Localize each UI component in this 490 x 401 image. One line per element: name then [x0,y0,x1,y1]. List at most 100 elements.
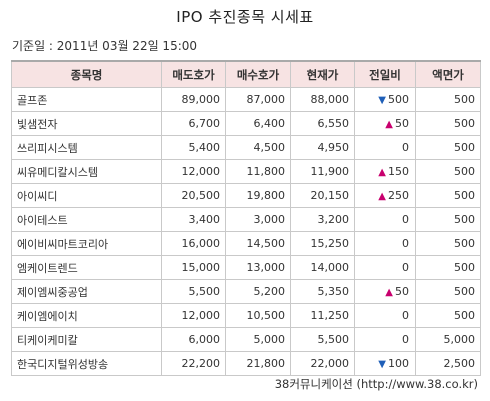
price-change: ▲ 150 [354,159,416,184]
table-row: 아이테스트 3,400 3,000 3,200 0 500 [11,207,481,232]
current-price: 15,250 [290,231,355,256]
quote-table: 종목명 매도호가 매수호가 현재가 전일비 액면가 골프존 89,000 87,00… [11,60,481,376]
bid-price: 13,000 [225,255,291,280]
price-change: ▼ 500 [354,87,416,112]
par-value: 500 [415,159,481,184]
change-value: 150 [388,165,409,178]
current-price: 14,000 [290,255,355,280]
bid-price: 6,400 [225,111,291,136]
up-triangle-icon: ▲ [378,191,386,202]
change-value: 0 [402,237,409,250]
ask-price: 6,700 [161,111,226,136]
col-header-change: 전일비 [354,60,416,88]
bid-price: 4,500 [225,135,291,160]
table-row: 엠케이트렌드 15,000 13,000 14,000 0 500 [11,255,481,280]
current-price: 22,000 [290,351,355,376]
stock-name: 티케이케미칼 [11,327,162,352]
table-row: 케이엠에이치 12,000 10,500 11,250 0 500 [11,303,481,328]
change-value: 0 [402,213,409,226]
stock-name: 골프존 [11,87,162,112]
down-triangle-icon: ▼ [378,359,386,370]
par-value: 5,000 [415,327,481,352]
ask-price: 6,000 [161,327,226,352]
par-value: 500 [415,255,481,280]
change-value: 100 [388,357,409,370]
ask-price: 5,400 [161,135,226,160]
base-date: 기준일 : 2011년 03월 22일 15:00 [12,39,198,53]
stock-name: 엠케이트렌드 [11,255,162,280]
price-change: ▲ 50 [354,111,416,136]
price-change: ▼ 100 [354,351,416,376]
ask-price: 12,000 [161,159,226,184]
change-value: 0 [402,333,409,346]
bid-price: 14,500 [225,231,291,256]
change-value: 500 [388,93,409,106]
price-change: 0 [354,255,416,280]
bid-price: 11,800 [225,159,291,184]
up-triangle-icon: ▲ [385,287,393,298]
bid-price: 5,000 [225,327,291,352]
table-row: 쓰리피시스템 5,400 4,500 4,950 0 500 [11,135,481,160]
current-price: 88,000 [290,87,355,112]
par-value: 500 [415,207,481,232]
up-triangle-icon: ▲ [378,167,386,178]
table-row: 제이엠씨중공업 5,500 5,200 5,350 ▲ 50 500 [11,279,481,304]
table-row: 골프존 89,000 87,000 88,000 ▼ 500 500 [11,87,481,112]
table-row: 에이비씨마트코리아 16,000 14,500 15,250 0 500 [11,231,481,256]
stock-name: 제이엠씨중공업 [11,279,162,304]
ask-price: 16,000 [161,231,226,256]
current-price: 4,950 [290,135,355,160]
table-row: 한국디지털위성방송 22,200 21,800 22,000 ▼ 100 2,500 [11,351,481,376]
current-price: 5,350 [290,279,355,304]
change-value: 50 [395,285,409,298]
change-value: 250 [388,189,409,202]
stock-name: 한국디지털위성방송 [11,351,162,376]
current-price: 11,900 [290,159,355,184]
bid-price: 3,000 [225,207,291,232]
bid-price: 19,800 [225,183,291,208]
price-change: 0 [354,207,416,232]
ask-price: 20,500 [161,183,226,208]
current-price: 6,550 [290,111,355,136]
up-triangle-icon: ▲ [385,119,393,130]
bid-price: 87,000 [225,87,291,112]
stock-name: 빛샘전자 [11,111,162,136]
par-value: 500 [415,87,481,112]
stock-name: 아이씨디 [11,183,162,208]
down-triangle-icon: ▼ [378,95,386,106]
stock-name: 아이테스트 [11,207,162,232]
page-title: IPO 추진종목 시세표 [176,8,314,26]
par-value: 500 [415,279,481,304]
table-row: 아이씨디 20,500 19,800 20,150 ▲ 250 500 [11,183,481,208]
ask-price: 15,000 [161,255,226,280]
stock-name: 에이비씨마트코리아 [11,231,162,256]
col-header-ask: 매도호가 [161,60,226,88]
current-price: 20,150 [290,183,355,208]
source-credit: 38커뮤니케이션 (http://www.38.co.kr) [274,377,478,391]
par-value: 500 [415,135,481,160]
col-header-price: 현재가 [290,60,355,88]
current-price: 3,200 [290,207,355,232]
price-change: ▲ 50 [354,279,416,304]
table-row: 씨유메디칼시스템 12,000 11,800 11,900 ▲ 150 500 [11,159,481,184]
ask-price: 22,200 [161,351,226,376]
change-value: 50 [395,117,409,130]
stock-name: 쓰리피시스템 [11,135,162,160]
ask-price: 5,500 [161,279,226,304]
current-price: 5,500 [290,327,355,352]
par-value: 500 [415,231,481,256]
par-value: 500 [415,111,481,136]
bid-price: 21,800 [225,351,291,376]
price-change: ▲ 250 [354,183,416,208]
price-change: 0 [354,231,416,256]
price-change: 0 [354,327,416,352]
current-price: 11,250 [290,303,355,328]
ask-price: 12,000 [161,303,226,328]
change-value: 0 [402,309,409,322]
col-header-bid: 매수호가 [225,60,291,88]
bid-price: 5,200 [225,279,291,304]
col-header-name: 종목명 [11,60,162,88]
ask-price: 3,400 [161,207,226,232]
bid-price: 10,500 [225,303,291,328]
change-value: 0 [402,261,409,274]
